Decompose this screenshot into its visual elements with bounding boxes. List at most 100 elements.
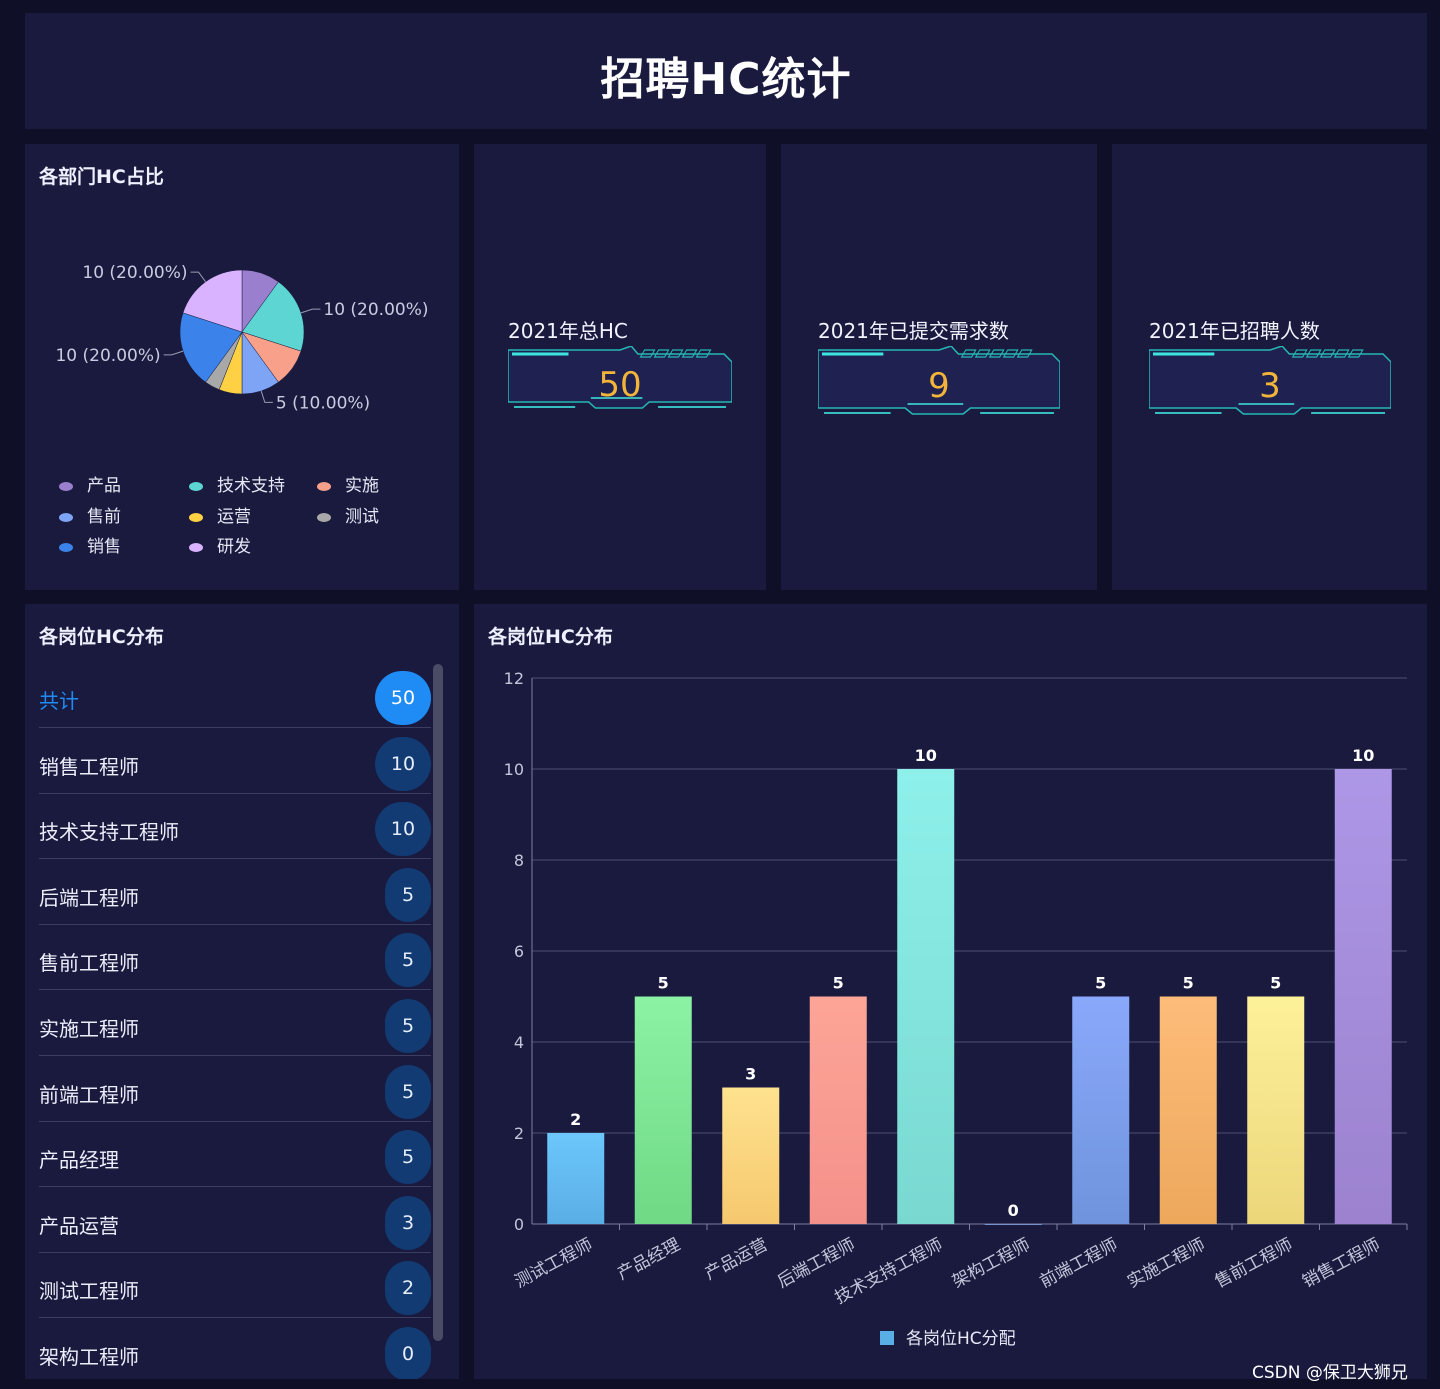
- bar-value-label: 5: [1183, 974, 1194, 993]
- legend-item[interactable]: 技术支持: [189, 471, 285, 496]
- frame-notch: [1333, 349, 1350, 358]
- bar[interactable]: [1159, 996, 1217, 1225]
- position-name: 共计: [39, 689, 79, 713]
- stat-value: 3: [1259, 366, 1281, 406]
- list-row[interactable]: 销售工程师 10: [39, 729, 431, 794]
- pie-panel-title: 各部门HC占比: [39, 166, 164, 188]
- y-tick-label: 4: [514, 1033, 524, 1052]
- x-tick-label: 售前工程师: [1212, 1235, 1296, 1293]
- bar[interactable]: [809, 996, 867, 1225]
- frame-notch: [960, 349, 977, 358]
- pie-slice-label: 10 (20.00%): [82, 263, 187, 283]
- frame-notch: [1291, 349, 1308, 358]
- bar[interactable]: [897, 769, 955, 1224]
- frame-notch: [1319, 349, 1336, 358]
- legend-label: 研发: [217, 537, 251, 557]
- bar[interactable]: [547, 1133, 605, 1224]
- frame-border: [818, 346, 1060, 415]
- bar-value-label: 2: [570, 1110, 581, 1129]
- count-badge: 5: [385, 1064, 431, 1119]
- frame-notch: [988, 349, 1005, 358]
- position-name: 技术支持工程师: [39, 820, 179, 845]
- frame-border: [1149, 346, 1391, 415]
- legend-item[interactable]: 运营: [189, 502, 251, 527]
- list-row[interactable]: 实施工程师 5: [39, 991, 431, 1056]
- count-badge: 5: [385, 1130, 431, 1185]
- stat-label: 2021年已提交需求数: [818, 319, 1009, 343]
- bar-value-label: 5: [1095, 974, 1106, 993]
- position-name: 测试工程师: [39, 1279, 139, 1304]
- bar-legend-marker[interactable]: [880, 1331, 894, 1345]
- count-badge: 3: [385, 1195, 431, 1250]
- legend-label: 技术支持: [217, 476, 285, 496]
- legend-marker: [317, 481, 331, 491]
- position-name: 销售工程师: [39, 754, 139, 779]
- pie-label-line: [190, 271, 206, 283]
- x-tick-label: 测试工程师: [512, 1235, 596, 1293]
- pie-label-line: [260, 390, 273, 403]
- legend-marker: [189, 481, 203, 491]
- legend-item[interactable]: 实施: [317, 471, 379, 496]
- list-row[interactable]: 后端工程师 5: [39, 860, 431, 925]
- legend-item[interactable]: 产品: [59, 471, 121, 496]
- bar[interactable]: [984, 1224, 1042, 1225]
- pie-chart: 10 (20.00%) 10 (20.00%) 10 (20.00%) 5 (10.0…: [55, 263, 428, 413]
- list-row[interactable]: 技术支持工程师 10: [39, 794, 431, 860]
- pie-slice-7[interactable]: [182, 269, 243, 333]
- frame-notch: [653, 349, 670, 358]
- bar-value-label: 0: [1008, 1201, 1019, 1220]
- legend-item[interactable]: 销售: [59, 532, 121, 557]
- list-row[interactable]: 产品运营 3: [39, 1188, 431, 1253]
- bar[interactable]: [1247, 996, 1305, 1225]
- list-row[interactable]: 产品经理 5: [39, 1122, 431, 1188]
- position-name: 架构工程师: [39, 1345, 139, 1369]
- bar-value-label: 5: [658, 974, 669, 993]
- stat-frame: [1149, 346, 1391, 415]
- bar[interactable]: [1334, 769, 1392, 1224]
- list-row[interactable]: 前端工程师 5: [39, 1057, 431, 1122]
- list-scrollbar[interactable]: [433, 664, 443, 1341]
- pie-slice-label: 10 (20.00%): [55, 346, 160, 366]
- bar-legend-label[interactable]: 各岗位HC分配: [906, 1329, 1016, 1349]
- legend-item[interactable]: 研发: [189, 532, 251, 557]
- list-row[interactable]: 测试工程师 2: [39, 1253, 431, 1319]
- bar-value-label: 3: [745, 1065, 756, 1084]
- pie-label-line: [163, 350, 184, 356]
- legend-label: 运营: [217, 507, 251, 527]
- x-tick-label: 产品经理: [614, 1235, 683, 1285]
- x-tick-label: 架构工程师: [949, 1235, 1033, 1293]
- legend-label: 实施: [345, 476, 379, 496]
- legend-marker: [59, 481, 73, 491]
- frame-notch: [667, 349, 684, 358]
- y-tick-label: 10: [504, 760, 524, 779]
- position-name: 产品运营: [39, 1213, 119, 1238]
- frame-notch: [1347, 349, 1364, 358]
- bar[interactable]: [1072, 996, 1130, 1225]
- list-row[interactable]: 售前工程师 5: [39, 925, 431, 991]
- pie-slice-label: 5 (10.00%): [276, 393, 370, 413]
- legend-item[interactable]: 售前: [59, 502, 121, 527]
- bar[interactable]: [634, 996, 692, 1225]
- stat-frame: [818, 346, 1060, 415]
- pie-slice-6[interactable]: [179, 312, 243, 383]
- count-badge: 2: [385, 1261, 431, 1316]
- legend-marker: [317, 512, 331, 522]
- pie-panel: 各部门HC占比 10 (20.00%) 10 (20.00%) 10 (20.00%…: [25, 144, 459, 590]
- list-row[interactable]: 架构工程师 0: [39, 1319, 431, 1379]
- frame-notch: [695, 349, 712, 358]
- bar-value-label: 10: [915, 746, 937, 765]
- stat-panel-hired: 2021年已招聘人数 3: [1112, 144, 1427, 590]
- count-badge: 5: [385, 867, 431, 922]
- pie-label-line: [300, 308, 321, 314]
- bar[interactable]: [722, 1087, 780, 1225]
- stat-value: 50: [598, 365, 642, 405]
- list-row-total[interactable]: 共计 50: [39, 663, 431, 728]
- bar-chart: 0246810122测试工程师5产品经理3产品运营5后端工程师10技术支持工程师…: [504, 669, 1408, 1349]
- frame-notch: [639, 349, 656, 358]
- legend-item[interactable]: 测试: [317, 502, 379, 527]
- frame-notch: [681, 349, 698, 358]
- y-tick-label: 12: [504, 669, 524, 688]
- page-title: 招聘HC统计: [600, 54, 852, 105]
- list-panel-title: 各岗位HC分布: [39, 626, 164, 648]
- x-tick-label: 销售工程师: [1299, 1235, 1383, 1293]
